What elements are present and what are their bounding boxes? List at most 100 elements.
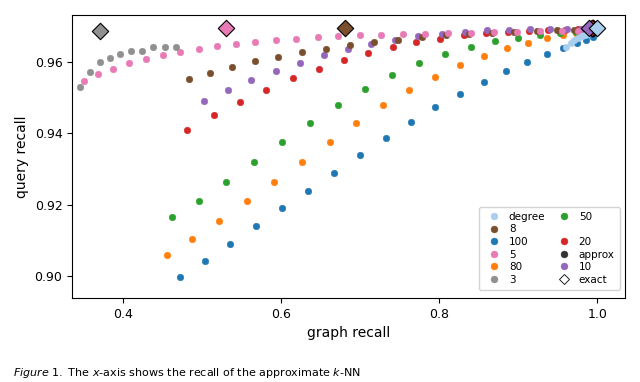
Point	[93, 71, 103, 77]
Point	[246, 77, 257, 83]
Point	[387, 72, 397, 78]
Point	[573, 28, 583, 34]
Point	[339, 24, 349, 31]
X-axis label: graph recall: graph recall	[307, 326, 390, 340]
Point	[580, 29, 591, 35]
Point	[584, 30, 595, 36]
Point	[95, 28, 105, 34]
Point	[464, 31, 474, 37]
Point	[443, 30, 453, 36]
Point	[525, 26, 535, 32]
Point	[271, 68, 281, 74]
Point	[435, 36, 445, 42]
Point	[590, 26, 600, 32]
Point	[420, 31, 430, 37]
Point	[158, 52, 168, 58]
Point	[187, 236, 197, 242]
Point	[313, 34, 323, 40]
Point	[345, 42, 355, 48]
Point	[536, 32, 546, 38]
Point	[440, 51, 450, 57]
Point	[141, 56, 151, 62]
Point	[430, 104, 440, 110]
Point	[108, 66, 118, 72]
Point	[573, 35, 584, 41]
Point	[572, 40, 582, 46]
Point	[332, 102, 342, 108]
Point	[466, 29, 476, 36]
Point	[319, 52, 329, 58]
Point	[500, 68, 511, 74]
Point	[489, 29, 499, 35]
Point	[481, 30, 491, 36]
Point	[390, 37, 400, 43]
Point	[586, 29, 596, 35]
Point	[591, 28, 601, 34]
Point	[271, 37, 281, 43]
Point	[582, 31, 592, 37]
Point	[487, 30, 497, 36]
Point	[560, 27, 570, 33]
Point	[251, 223, 261, 230]
Point	[376, 32, 386, 38]
Point	[588, 24, 598, 31]
Point	[199, 98, 209, 104]
Point	[543, 27, 553, 33]
Point	[565, 40, 575, 46]
Point	[573, 26, 584, 32]
Point	[214, 218, 224, 224]
Point	[305, 120, 315, 126]
Point	[412, 39, 422, 45]
Point	[303, 188, 314, 194]
Point	[580, 32, 590, 38]
Point	[581, 37, 591, 43]
Point	[571, 29, 581, 35]
Point	[182, 126, 193, 133]
Point	[95, 58, 105, 65]
Point	[126, 48, 136, 54]
Point	[534, 28, 545, 34]
Point	[159, 44, 170, 50]
Point	[455, 91, 465, 97]
Point	[291, 36, 301, 42]
Point	[541, 35, 552, 41]
Point	[570, 37, 580, 43]
Point	[590, 28, 600, 34]
Point	[297, 159, 307, 165]
Point	[355, 32, 365, 39]
Point	[440, 32, 451, 39]
Point	[381, 134, 391, 141]
Point	[277, 206, 287, 212]
Point	[294, 60, 305, 66]
Point	[558, 45, 568, 51]
Point	[524, 28, 534, 34]
Point	[355, 152, 365, 158]
Point	[193, 45, 204, 52]
Point	[541, 51, 552, 57]
Point	[568, 27, 579, 33]
Point	[588, 26, 598, 32]
Point	[436, 31, 447, 37]
Point	[225, 241, 236, 247]
Point	[342, 46, 353, 52]
Point	[588, 28, 598, 34]
Point	[591, 25, 602, 31]
Point	[339, 57, 349, 63]
Point	[584, 24, 595, 31]
Point	[209, 112, 219, 118]
Point	[364, 50, 374, 56]
Point	[466, 44, 476, 50]
Point	[479, 79, 489, 85]
Point	[393, 37, 403, 43]
Point	[490, 38, 500, 44]
Point	[561, 44, 571, 50]
Point	[588, 24, 598, 31]
Point	[212, 43, 222, 49]
Point	[584, 26, 594, 32]
Point	[455, 62, 465, 68]
Point	[571, 30, 581, 36]
Point	[503, 29, 513, 35]
Point	[236, 99, 246, 105]
Point	[378, 102, 388, 108]
Point	[366, 40, 376, 47]
